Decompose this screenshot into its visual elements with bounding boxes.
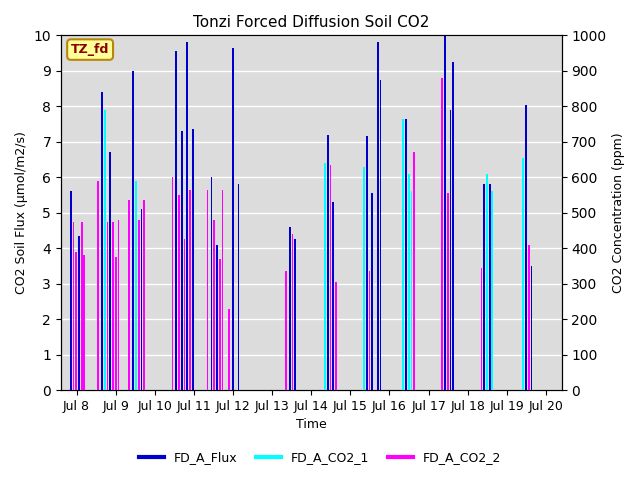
- Bar: [481, 268, 483, 390]
- Bar: [175, 51, 177, 390]
- Bar: [486, 174, 488, 390]
- Bar: [228, 309, 230, 390]
- Bar: [528, 245, 530, 390]
- Bar: [410, 192, 412, 390]
- Bar: [172, 177, 173, 390]
- Bar: [327, 135, 328, 390]
- Legend: FD_A_Flux, FD_A_CO2_1, FD_A_CO2_2: FD_A_Flux, FD_A_CO2_1, FD_A_CO2_2: [134, 446, 506, 469]
- Bar: [232, 48, 234, 390]
- Bar: [83, 255, 85, 390]
- Bar: [221, 190, 223, 390]
- Bar: [380, 80, 381, 390]
- Bar: [285, 271, 287, 390]
- Bar: [107, 222, 108, 390]
- Bar: [109, 153, 111, 390]
- Bar: [104, 110, 106, 390]
- Bar: [403, 119, 404, 390]
- Bar: [369, 271, 371, 390]
- Title: Tonzi Forced Diffusion Soil CO2: Tonzi Forced Diffusion Soil CO2: [193, 15, 429, 30]
- Bar: [525, 105, 527, 390]
- Bar: [216, 245, 218, 390]
- Bar: [211, 177, 212, 390]
- Y-axis label: CO2 Concentration (ppm): CO2 Concentration (ppm): [612, 132, 625, 293]
- Bar: [489, 184, 490, 390]
- Bar: [335, 282, 337, 390]
- Bar: [442, 78, 443, 390]
- Bar: [330, 165, 332, 390]
- Bar: [237, 184, 239, 390]
- Bar: [118, 220, 119, 390]
- Bar: [413, 153, 415, 390]
- Bar: [292, 234, 293, 390]
- Bar: [97, 181, 99, 390]
- Bar: [324, 163, 326, 390]
- Bar: [186, 42, 188, 390]
- Bar: [447, 193, 449, 390]
- Bar: [129, 200, 130, 390]
- Bar: [531, 266, 532, 390]
- Bar: [101, 92, 103, 390]
- Bar: [408, 174, 410, 390]
- Bar: [289, 227, 291, 390]
- Bar: [72, 222, 74, 390]
- Bar: [132, 71, 134, 390]
- Bar: [141, 209, 142, 390]
- Bar: [115, 257, 116, 390]
- Bar: [207, 190, 209, 390]
- Bar: [219, 259, 221, 390]
- Bar: [70, 192, 72, 390]
- Bar: [332, 202, 334, 390]
- Bar: [213, 220, 215, 390]
- Bar: [192, 129, 194, 390]
- Y-axis label: CO2 Soil Flux (μmol/m2/s): CO2 Soil Flux (μmol/m2/s): [15, 132, 28, 294]
- Bar: [366, 136, 367, 390]
- Bar: [405, 119, 407, 390]
- Bar: [184, 240, 186, 390]
- Bar: [377, 42, 379, 390]
- Bar: [178, 195, 180, 390]
- Bar: [135, 181, 137, 390]
- Bar: [450, 110, 451, 390]
- Bar: [483, 184, 485, 390]
- Bar: [81, 222, 83, 390]
- Bar: [76, 252, 77, 390]
- Bar: [294, 240, 296, 390]
- Bar: [492, 192, 493, 390]
- Bar: [78, 236, 80, 390]
- Text: TZ_fd: TZ_fd: [71, 43, 109, 56]
- Bar: [452, 62, 454, 390]
- Bar: [143, 200, 145, 390]
- Bar: [181, 131, 182, 390]
- X-axis label: Time: Time: [296, 419, 326, 432]
- Bar: [371, 193, 373, 390]
- Bar: [522, 158, 524, 390]
- Bar: [112, 222, 114, 390]
- Bar: [138, 220, 140, 390]
- Bar: [444, 36, 446, 390]
- Bar: [363, 167, 365, 390]
- Bar: [189, 190, 191, 390]
